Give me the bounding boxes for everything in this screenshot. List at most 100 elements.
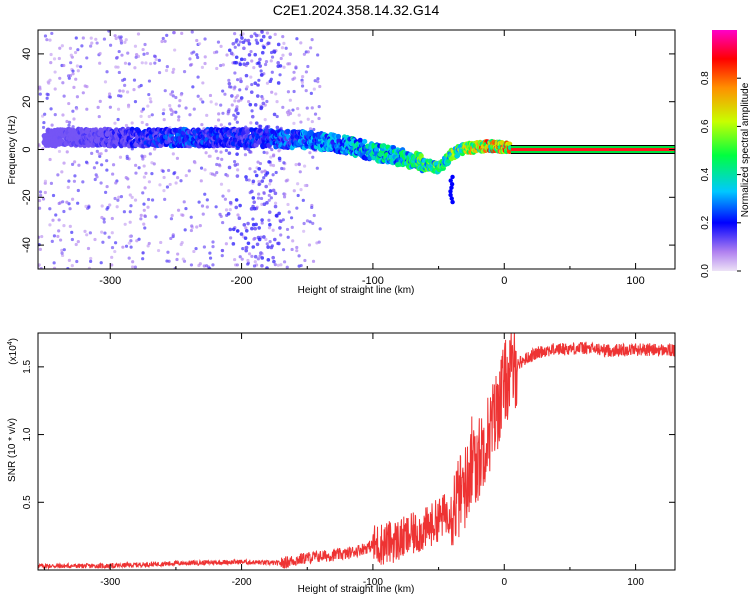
noise-speckle bbox=[263, 62, 268, 67]
noise-speckle bbox=[227, 81, 232, 86]
noise-speckle bbox=[169, 236, 173, 241]
noise-speckle bbox=[93, 177, 97, 182]
noise-speckle bbox=[50, 123, 54, 127]
noise-speckle bbox=[100, 163, 104, 167]
noise-speckle bbox=[75, 259, 79, 264]
ridge-point bbox=[373, 147, 380, 153]
noise-speckle bbox=[119, 41, 124, 45]
noise-speckle bbox=[265, 151, 269, 155]
noise-speckle bbox=[148, 62, 153, 66]
noise-speckle bbox=[103, 80, 108, 84]
noise-speckle bbox=[45, 96, 49, 100]
x-tick-label: 0 bbox=[501, 275, 507, 287]
noise-speckle bbox=[107, 30, 111, 33]
noise-speckle bbox=[258, 64, 263, 68]
noise-speckle bbox=[223, 197, 228, 201]
noise-speckle bbox=[239, 77, 243, 81]
noise-speckle bbox=[52, 261, 56, 265]
noise-speckle bbox=[261, 97, 265, 101]
noise-speckle bbox=[99, 261, 103, 265]
noise-speckle bbox=[235, 94, 240, 98]
noise-speckle bbox=[279, 56, 283, 61]
noise-speckle bbox=[292, 121, 296, 125]
noise-speckle bbox=[75, 95, 80, 99]
noise-speckle bbox=[301, 75, 305, 79]
noise-speckle bbox=[45, 38, 49, 42]
noise-speckle bbox=[90, 151, 94, 155]
noise-speckle bbox=[268, 79, 273, 84]
noise-speckle bbox=[260, 263, 264, 268]
ridge-point bbox=[448, 192, 453, 198]
noise-speckle bbox=[57, 149, 62, 154]
noise-speckle bbox=[159, 240, 163, 245]
colorbar-label: Normalized spectral amplitude bbox=[740, 82, 750, 217]
noise-speckle bbox=[87, 266, 92, 269]
noise-speckle bbox=[48, 78, 52, 82]
noise-speckle bbox=[58, 46, 62, 50]
noise-speckle bbox=[116, 198, 120, 202]
noise-speckle bbox=[170, 112, 174, 116]
noise-speckle bbox=[205, 198, 209, 202]
noise-speckle bbox=[114, 36, 118, 41]
noise-speckle bbox=[168, 182, 172, 187]
noise-speckle bbox=[38, 85, 42, 89]
noise-speckle bbox=[312, 213, 316, 218]
noise-speckle bbox=[250, 189, 254, 194]
noise-speckle bbox=[269, 59, 273, 63]
noise-speckle bbox=[132, 88, 136, 92]
noise-speckle bbox=[49, 181, 54, 185]
snr-frame bbox=[37, 332, 676, 571]
noise-speckle bbox=[265, 266, 269, 269]
snr-panel: -300 -200 -100 0 100 0.5 1.0 1.5 Height of stra… bbox=[7, 332, 676, 595]
noise-speckle bbox=[249, 121, 253, 125]
noise-speckle bbox=[223, 92, 227, 96]
noise-speckle bbox=[62, 94, 66, 98]
noise-speckle bbox=[236, 213, 240, 217]
noise-speckle bbox=[284, 179, 288, 183]
noise-speckle bbox=[271, 228, 275, 232]
noise-speckle bbox=[52, 266, 57, 269]
noise-speckle bbox=[311, 155, 315, 159]
noise-speckle bbox=[122, 210, 126, 214]
noise-speckle bbox=[238, 40, 242, 44]
noise-speckle bbox=[150, 198, 155, 202]
noise-speckle bbox=[117, 49, 121, 54]
noise-speckle bbox=[258, 124, 263, 129]
noise-speckle bbox=[177, 115, 181, 119]
noise-speckle bbox=[233, 45, 237, 49]
noise-speckle bbox=[296, 106, 300, 111]
noise-speckle bbox=[71, 125, 75, 129]
noise-speckle bbox=[219, 182, 224, 186]
noise-speckle bbox=[266, 41, 271, 46]
noise-speckle bbox=[317, 105, 321, 109]
noise-speckle bbox=[214, 102, 218, 106]
noise-speckle bbox=[247, 252, 252, 256]
noise-speckle bbox=[119, 195, 124, 199]
noise-speckle bbox=[202, 245, 206, 249]
noise-speckle bbox=[142, 208, 146, 212]
noise-speckle bbox=[297, 162, 301, 167]
noise-speckle bbox=[188, 57, 192, 61]
noise-speckle bbox=[246, 241, 251, 246]
noise-speckle bbox=[278, 226, 282, 230]
noise-speckle bbox=[50, 239, 54, 243]
noise-speckle bbox=[115, 205, 119, 209]
noise-speckle bbox=[147, 114, 151, 119]
noise-speckle bbox=[171, 94, 175, 98]
noise-speckle bbox=[128, 220, 132, 224]
noise-speckle bbox=[168, 104, 172, 108]
noise-speckle bbox=[80, 44, 84, 48]
noise-speckle bbox=[171, 70, 175, 74]
noise-speckle bbox=[89, 44, 93, 48]
noise-speckle bbox=[292, 70, 296, 74]
y-tick-label: 0.5 bbox=[22, 495, 33, 509]
noise-speckle bbox=[243, 153, 248, 157]
chart-title: C2E1.2024.358.14.32.G14 bbox=[273, 2, 440, 18]
noise-speckle bbox=[289, 216, 294, 220]
noise-speckle bbox=[250, 254, 254, 258]
noise-speckle bbox=[86, 246, 91, 251]
noise-speckle bbox=[119, 38, 123, 43]
ridge-point bbox=[455, 151, 461, 158]
noise-speckle bbox=[295, 37, 299, 41]
noise-speckle bbox=[227, 165, 232, 170]
